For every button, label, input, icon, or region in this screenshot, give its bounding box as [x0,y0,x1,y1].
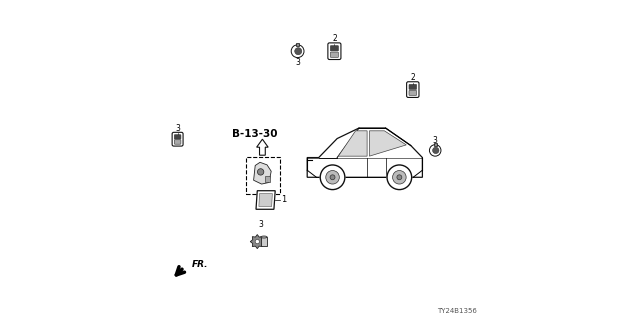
Bar [246,157,280,194]
Polygon shape [339,131,367,156]
Text: B-13-30: B-13-30 [232,129,277,139]
Circle shape [387,164,412,190]
FancyBboxPatch shape [328,43,341,60]
Polygon shape [369,131,406,156]
Circle shape [257,169,264,175]
FancyBboxPatch shape [409,90,417,95]
Text: TY24B1356: TY24B1356 [437,308,477,314]
Text: FR.: FR. [192,260,209,269]
Text: 2: 2 [410,73,415,82]
FancyBboxPatch shape [330,52,339,57]
FancyBboxPatch shape [406,82,419,97]
Text: 3: 3 [259,220,263,229]
Circle shape [330,175,335,180]
FancyBboxPatch shape [330,46,339,51]
FancyBboxPatch shape [174,140,181,144]
Circle shape [295,48,302,55]
Circle shape [326,171,339,184]
FancyBboxPatch shape [174,135,181,139]
Text: 3: 3 [175,124,180,133]
Polygon shape [256,191,275,209]
Polygon shape [253,162,271,184]
Polygon shape [259,194,273,206]
Circle shape [429,145,441,156]
Circle shape [291,45,304,58]
Circle shape [255,239,259,244]
Circle shape [319,164,346,190]
Bar [296,43,300,46]
Circle shape [397,175,402,180]
Polygon shape [257,139,268,155]
FancyBboxPatch shape [172,132,183,146]
Circle shape [320,165,345,189]
Circle shape [387,165,412,189]
FancyBboxPatch shape [409,84,417,89]
Text: 3: 3 [433,136,438,145]
Ellipse shape [261,236,267,238]
Bar [265,176,270,182]
Text: 3: 3 [295,58,300,67]
Polygon shape [307,128,422,177]
Bar [261,237,267,246]
Bar [434,143,436,146]
Text: 1: 1 [281,196,286,204]
Circle shape [433,147,439,154]
Circle shape [392,171,406,184]
Polygon shape [250,235,264,249]
Text: 2: 2 [332,34,337,43]
